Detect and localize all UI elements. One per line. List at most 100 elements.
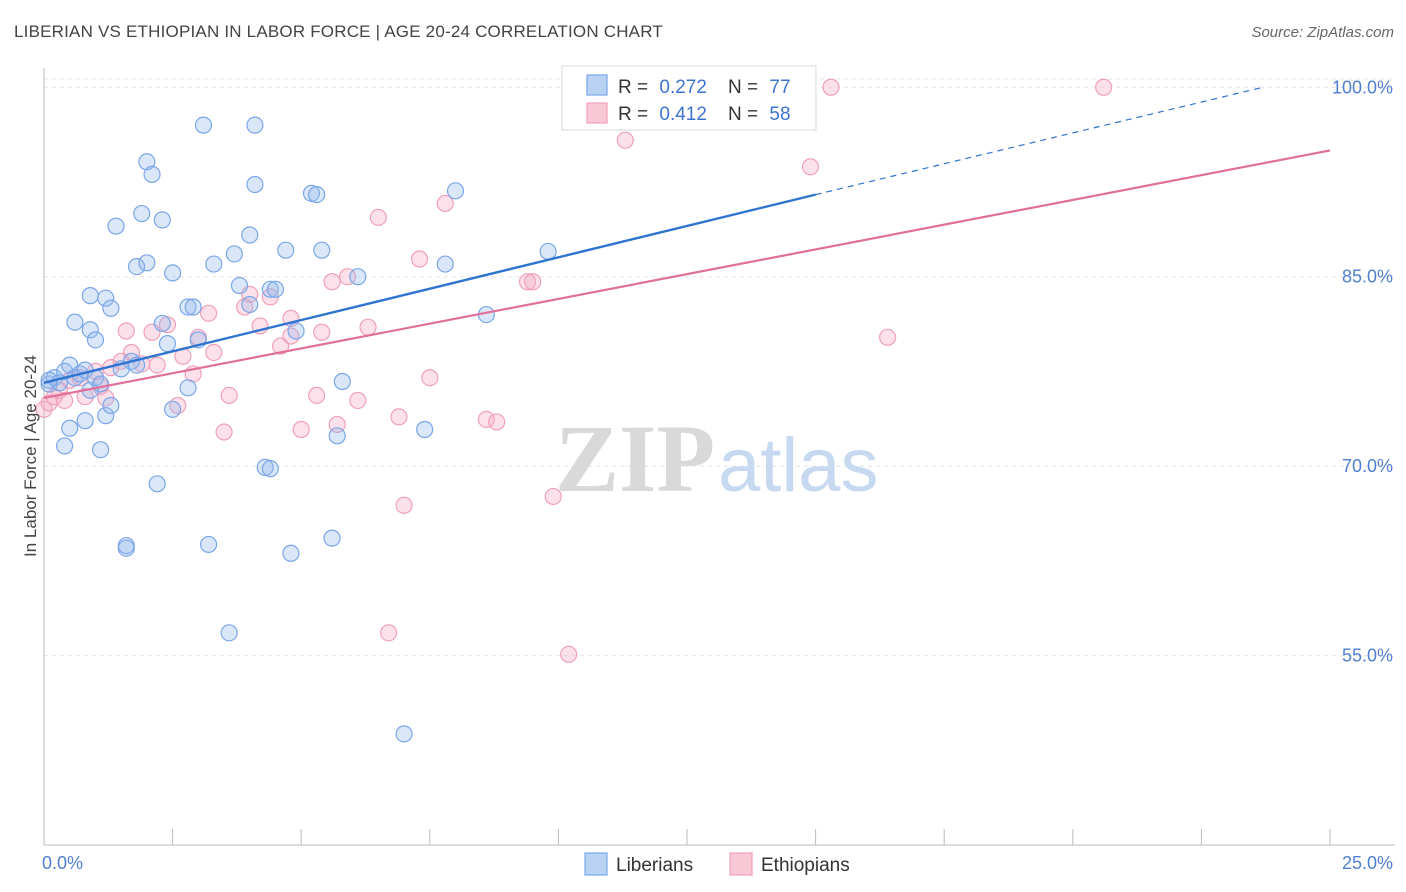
ethiopians-point-48 bbox=[436, 194, 454, 213]
ethiopians-point-57 bbox=[879, 328, 897, 346]
liberians-point-32 bbox=[164, 264, 182, 282]
liberians-point-48 bbox=[241, 226, 259, 244]
liberians-point-27 bbox=[138, 153, 156, 171]
liberians-point-51 bbox=[246, 116, 264, 134]
x-tick-label-1: 25.0% bbox=[1342, 853, 1393, 873]
legend-r-value-2: 0.412 bbox=[659, 104, 707, 125]
liberians-point-53 bbox=[261, 460, 279, 478]
watermark: ZIP atlas bbox=[555, 405, 879, 512]
liberians-point-21 bbox=[91, 441, 110, 459]
legend-swatch-liberians bbox=[586, 74, 608, 96]
liberians-point-57 bbox=[282, 544, 300, 562]
liberians-point-10 bbox=[76, 412, 94, 430]
ethiopians-point-51 bbox=[518, 273, 537, 291]
ethiopians-point-54 bbox=[560, 645, 578, 663]
bottom-legend-label-ethiopians: Ethiopians bbox=[761, 855, 850, 876]
liberians-trend-line bbox=[43, 193, 816, 384]
liberians-point-67 bbox=[395, 725, 413, 743]
bottom-legend: Liberians Ethiopians bbox=[584, 852, 850, 876]
liberians-point-40 bbox=[164, 400, 182, 418]
legend-n-label-2: N = bbox=[728, 104, 763, 125]
liberians-point-9 bbox=[61, 419, 79, 437]
liberians-point-49 bbox=[241, 295, 259, 314]
bottom-legend-label-liberians: Liberians bbox=[616, 855, 693, 876]
liberians-point-76 bbox=[102, 396, 120, 415]
ethiopians-trend-line bbox=[43, 149, 1331, 400]
svg-text:N = 77: N = 77 bbox=[728, 77, 791, 98]
ethiopians-point-23 bbox=[200, 304, 218, 322]
ethiopians-point-52 bbox=[524, 273, 542, 291]
ethiopians-point-46 bbox=[410, 250, 429, 268]
liberians-trend-extension bbox=[815, 86, 1264, 196]
ethiopians-point-58 bbox=[1095, 78, 1113, 96]
ethiopians-point-34 bbox=[292, 420, 310, 439]
liberians-point-26 bbox=[133, 204, 151, 223]
liberians-point-30 bbox=[138, 254, 156, 272]
y-tick-label-3: 100.0% bbox=[1332, 77, 1393, 97]
ethiopians-point-32 bbox=[282, 327, 300, 345]
ethiopians-point-17 bbox=[148, 356, 166, 374]
legend-r-label-2: R = bbox=[618, 104, 653, 125]
axes bbox=[43, 68, 1395, 846]
liberians-point-16 bbox=[81, 321, 99, 339]
ethiopians-point-42 bbox=[369, 208, 387, 226]
liberians-point-38 bbox=[194, 116, 213, 134]
liberians-point-45 bbox=[205, 255, 223, 273]
ethiopians-point-4 bbox=[55, 391, 74, 410]
liberians-point-19 bbox=[102, 299, 120, 317]
ethiopians-point-43 bbox=[380, 624, 398, 642]
liberians-point-65 bbox=[349, 268, 367, 286]
x-tick-label-0: 0.0% bbox=[42, 853, 83, 873]
trend-lines bbox=[43, 86, 1331, 400]
y-tick-labels: 55.0% 70.0% 85.0% 100.0% bbox=[1332, 77, 1393, 665]
ethiopians-point-59 bbox=[822, 78, 840, 96]
liberians-point-54 bbox=[261, 280, 279, 298]
legend-r-value-1: 0.272 bbox=[659, 77, 707, 98]
liberians-point-70 bbox=[446, 182, 465, 200]
liberians-point-66 bbox=[220, 624, 238, 642]
ethiopians-point-25 bbox=[215, 423, 233, 441]
ethiopians-point-44 bbox=[390, 408, 408, 426]
liberians-point-25 bbox=[107, 217, 125, 235]
ethiopians-point-56 bbox=[801, 158, 820, 176]
ethiopians-point-31 bbox=[272, 337, 290, 355]
liberians-point-55 bbox=[277, 241, 295, 259]
liberians-point-28 bbox=[143, 165, 161, 183]
chart-title: LIBERIAN VS ETHIOPIAN IN LABOR FORCE | A… bbox=[14, 22, 663, 41]
ethiopians-point-36 bbox=[313, 323, 331, 341]
liberians-point-46 bbox=[225, 245, 243, 263]
ethiopians-point-45 bbox=[395, 496, 413, 514]
liberians-point-41 bbox=[148, 475, 166, 493]
liberians-point-17 bbox=[86, 331, 105, 349]
liberians-point-64 bbox=[333, 372, 351, 391]
liberians-point-72 bbox=[539, 242, 557, 261]
source-label: Source: ZipAtlas.com bbox=[1251, 24, 1394, 41]
y-tick-label-2: 85.0% bbox=[1342, 267, 1393, 287]
legend-n-value-1: 77 bbox=[769, 77, 790, 98]
liberians-point-58 bbox=[287, 322, 305, 340]
liberians-point-39 bbox=[179, 379, 197, 397]
liberians-point-61 bbox=[313, 241, 331, 259]
ethiopians-point-49 bbox=[477, 410, 495, 429]
svg-text:R = 0.412: R = 0.412 bbox=[618, 104, 707, 125]
ethiopians-point-40 bbox=[349, 391, 367, 410]
y-tick-label-1: 70.0% bbox=[1342, 456, 1393, 476]
liberians-point-36 bbox=[184, 298, 202, 316]
ethiopians-point-50 bbox=[488, 413, 506, 431]
liberians-point-44 bbox=[200, 535, 218, 554]
ethiopians-point-37 bbox=[323, 273, 341, 291]
ethiopians-point-41 bbox=[359, 318, 377, 336]
liberians-point-15 bbox=[66, 313, 84, 331]
liberians-point-13 bbox=[91, 375, 110, 393]
ethiopians-point-35 bbox=[308, 386, 326, 405]
liberians-point-31 bbox=[153, 211, 171, 229]
liberians-point-34 bbox=[158, 335, 177, 353]
legend-n-value-2: 58 bbox=[769, 104, 790, 125]
watermark-zip: ZIP bbox=[555, 405, 715, 512]
legend-swatch-ethiopians bbox=[586, 102, 608, 124]
liberians-point-33 bbox=[153, 314, 171, 333]
ethiopians-point-26 bbox=[220, 386, 238, 405]
watermark-atlas: atlas bbox=[718, 423, 879, 508]
ethiopians-points bbox=[35, 78, 1113, 663]
liberians-point-35 bbox=[179, 298, 197, 316]
